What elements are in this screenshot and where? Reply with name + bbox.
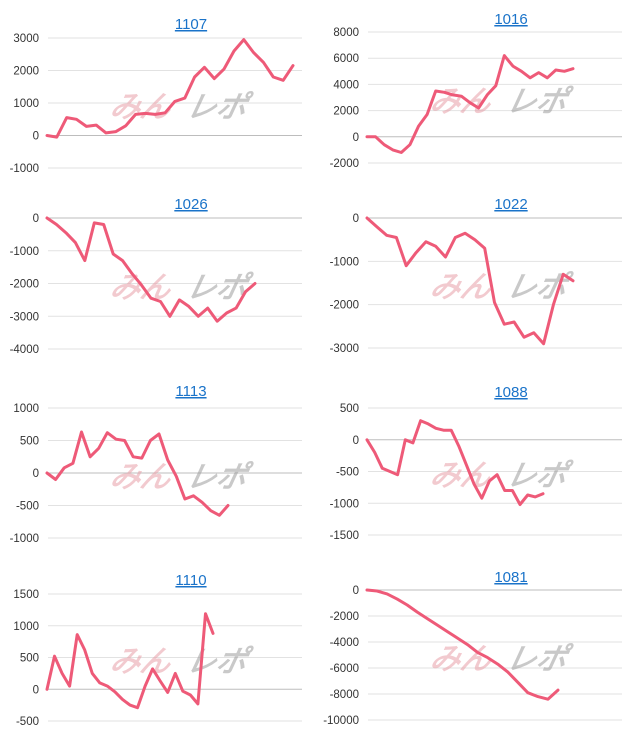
watermark-logo: みん レポ [107, 645, 255, 679]
chart-title-link[interactable]: 1016 [494, 11, 527, 28]
chart-panel-1113: 1000 500 0 -500 -1000 みん レポ 1113 [0, 370, 320, 555]
series-line [45, 216, 257, 323]
y-tick-label: -2000 [10, 279, 39, 291]
y-tick-label: 0 [353, 213, 359, 225]
y-tick-label: -10000 [323, 715, 359, 727]
chart-title-link[interactable]: 1088 [494, 384, 527, 401]
chart-title-link[interactable]: 1026 [174, 196, 207, 213]
chart-svg: 3000 2000 1000 0 -1000 みん レポ 1107 [10, 16, 302, 175]
series-line [45, 430, 230, 517]
chart-svg: 1500 1000 500 0 -500 みん レポ 1110 [13, 572, 302, 728]
y-tick-label: 0 [353, 435, 359, 447]
watermark-part2: レポ [183, 271, 255, 305]
chart-panel-1088: 500 0 -500 -1000 -1500 みん レポ 1088 [320, 370, 640, 555]
watermark-logo: みん レポ [427, 85, 575, 119]
y-tick-label: -1000 [330, 256, 359, 268]
watermark-part1: みん [107, 461, 176, 494]
y-tick-label: -1000 [10, 533, 39, 545]
watermark-logo: みん レポ [427, 270, 575, 304]
y-tick-label: -500 [16, 716, 39, 728]
chart-panel-1107: 3000 2000 1000 0 -1000 みん レポ 1107 [0, 0, 320, 185]
watermark-logo: みん レポ [107, 271, 255, 305]
chart-svg: 0 -2000 -4000 -6000 -8000 -10000 みん レポ 1081 [323, 569, 622, 727]
y-tick-label: 0 [33, 684, 39, 696]
chart-title-link[interactable]: 1081 [494, 569, 527, 586]
watermark-logo: みん レポ [427, 459, 575, 493]
y-tick-label: -1000 [10, 163, 39, 175]
chart-svg: 8000 6000 4000 2000 0 -2000 みん レポ 1016 [330, 11, 622, 170]
y-tick-label: 1000 [13, 98, 39, 110]
y-tick-label: 500 [20, 436, 39, 448]
y-tick-label: 500 [20, 653, 39, 665]
y-tick-label: 0 [33, 468, 39, 480]
chart-svg: 0 -1000 -2000 -3000 -4000 みん レポ 1026 [10, 196, 302, 356]
y-tick-label: 1000 [13, 621, 39, 633]
y-tick-label: 0 [353, 585, 359, 597]
y-tick-label: -4000 [330, 637, 359, 649]
y-tick-label: -1500 [330, 530, 359, 542]
y-tick-label: -1000 [10, 246, 39, 258]
watermark-logo: みん レポ [107, 90, 255, 124]
series-line [45, 38, 295, 139]
watermark-logo: みん レポ [107, 460, 255, 494]
y-tick-label: -3000 [330, 343, 359, 355]
series-line [365, 54, 575, 154]
chart-title-link[interactable]: 1022 [494, 196, 527, 213]
watermark-part2: レポ [183, 645, 255, 679]
watermark-logo: みん レポ [427, 642, 575, 676]
chart-title-link[interactable]: 1113 [175, 383, 206, 400]
watermark-part1: みん [427, 643, 496, 676]
y-tick-label: -500 [336, 467, 359, 479]
chart-svg: 0 -1000 -2000 -3000 みん レポ 1022 [330, 196, 622, 355]
series-line [365, 216, 575, 346]
y-tick-label: -1000 [330, 498, 359, 510]
chart-panel-1026: 0 -1000 -2000 -3000 -4000 みん レポ 1026 [0, 185, 320, 370]
watermark-part1: みん [107, 272, 176, 305]
y-tick-label: -6000 [330, 663, 359, 675]
y-tick-label: 3000 [13, 33, 39, 45]
chart-svg: 1000 500 0 -500 -1000 みん レポ 1113 [10, 383, 302, 545]
y-tick-label: 1000 [13, 403, 39, 415]
y-tick-label: 2000 [333, 106, 359, 118]
y-tick-label: 0 [33, 131, 39, 143]
chart-panel-1081: 0 -2000 -4000 -6000 -8000 -10000 みん レポ 1081 [320, 555, 640, 745]
watermark-part1: みん [427, 460, 496, 493]
watermark-part2: レポ [183, 460, 255, 494]
watermark-part1: みん [107, 646, 176, 679]
watermark-part2: レポ [503, 459, 575, 493]
chart-title-link[interactable]: 1110 [175, 572, 206, 589]
series-line [45, 612, 215, 710]
y-tick-label: 6000 [333, 53, 359, 65]
watermark-part1: みん [107, 91, 176, 124]
watermark-part2: レポ [183, 90, 255, 124]
chart-panel-1110: 1500 1000 500 0 -500 みん レポ 1110 [0, 555, 320, 745]
series-line [365, 419, 545, 506]
chart-svg: 500 0 -500 -1000 -1500 みん レポ 1088 [330, 384, 622, 542]
chart-title-link[interactable]: 1107 [175, 16, 207, 33]
y-tick-label: -3000 [10, 311, 39, 323]
y-tick-label: 500 [340, 403, 359, 415]
watermark-part1: みん [427, 271, 496, 304]
chart-panel-1022: 0 -1000 -2000 -3000 みん レポ 1022 [320, 185, 640, 370]
chart-panel-1016: 8000 6000 4000 2000 0 -2000 みん レポ 1016 [320, 0, 640, 185]
y-tick-label: 0 [353, 132, 359, 144]
y-tick-label: 0 [33, 213, 39, 225]
y-tick-label: 2000 [13, 66, 39, 78]
watermark-part2: レポ [503, 642, 575, 676]
y-tick-label: -500 [16, 501, 39, 513]
watermark-part2: レポ [503, 85, 575, 119]
y-tick-label: 4000 [333, 79, 359, 91]
y-tick-label: -4000 [10, 344, 39, 356]
y-tick-label: -2000 [330, 158, 359, 170]
y-tick-label: -8000 [330, 689, 359, 701]
y-tick-label: -2000 [330, 611, 359, 623]
y-tick-label: -2000 [330, 300, 359, 312]
series-line [365, 588, 560, 701]
y-tick-label: 1500 [13, 589, 39, 601]
y-tick-label: 8000 [333, 27, 359, 39]
